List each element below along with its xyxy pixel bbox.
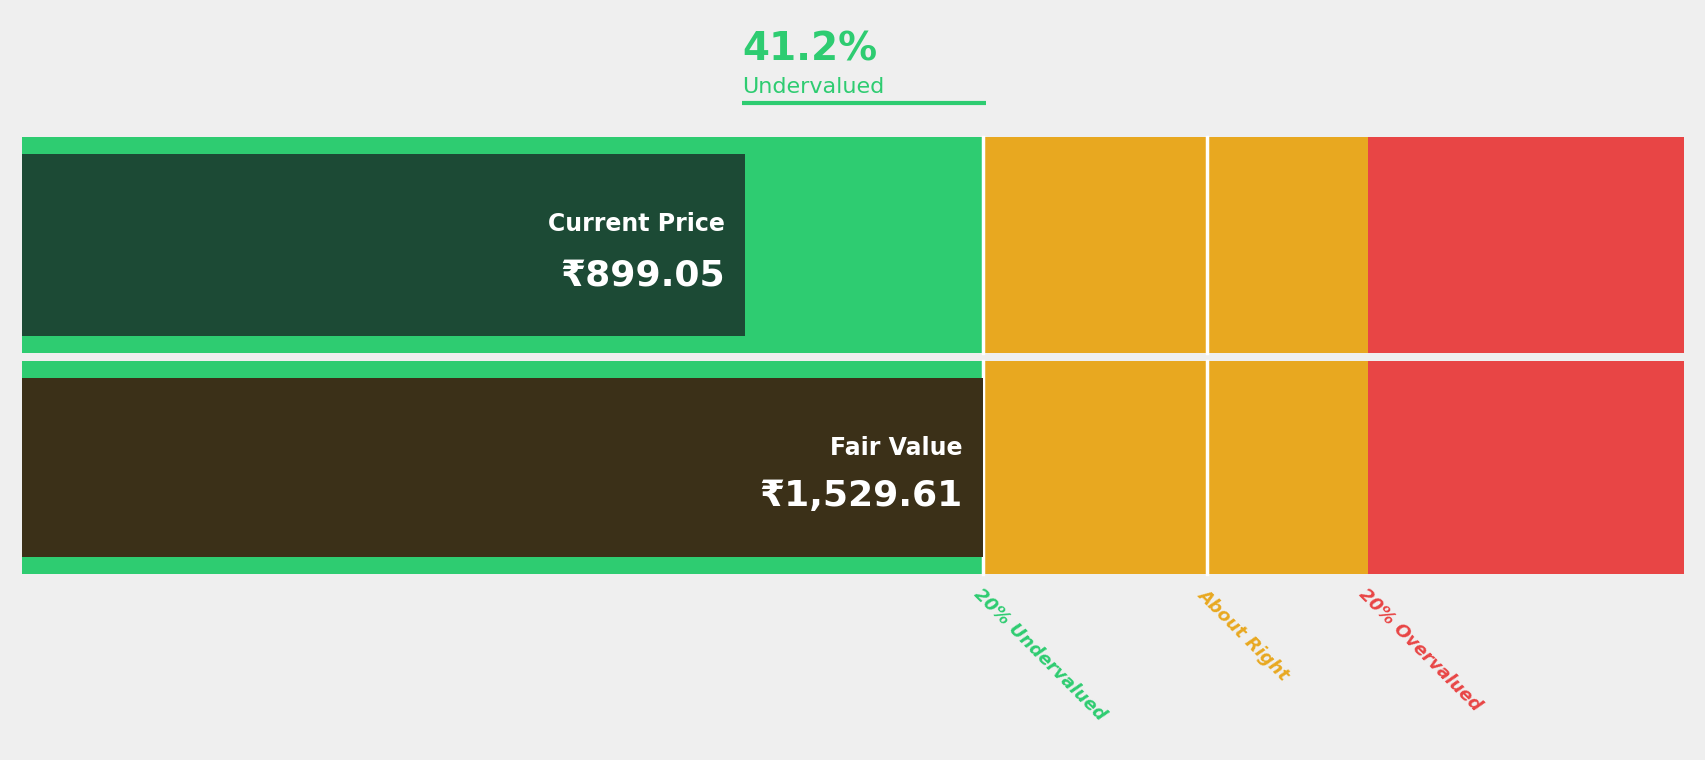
Bar — [1205, 361, 1367, 574]
Bar — [982, 361, 1205, 574]
Text: Current Price: Current Price — [547, 212, 725, 236]
Text: ₹899.05: ₹899.05 — [559, 258, 725, 293]
Text: 20% Overvalued: 20% Overvalued — [1354, 585, 1483, 715]
Bar — [982, 137, 1205, 353]
Bar — [22, 361, 982, 574]
Bar — [1205, 137, 1367, 353]
Text: 20% Undervalued: 20% Undervalued — [970, 585, 1108, 724]
Text: 41.2%: 41.2% — [742, 30, 876, 68]
Bar — [22, 137, 982, 353]
Bar — [22, 378, 982, 557]
Bar — [22, 154, 745, 336]
Bar — [1367, 361, 1683, 574]
Text: ₹1,529.61: ₹1,529.61 — [759, 480, 962, 513]
Text: Fair Value: Fair Value — [829, 436, 962, 461]
Text: About Right: About Right — [1194, 585, 1292, 684]
Text: Undervalued: Undervalued — [742, 78, 883, 97]
Bar — [1367, 137, 1683, 353]
